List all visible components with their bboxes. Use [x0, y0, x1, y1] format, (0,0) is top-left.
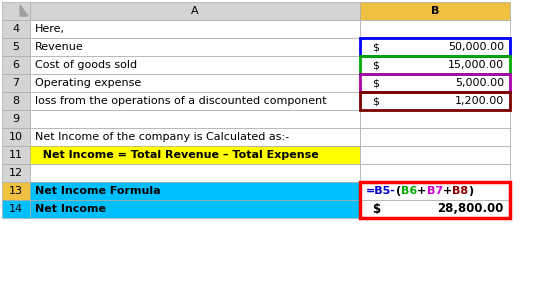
Bar: [360, 92, 510, 110]
Bar: [360, 38, 510, 56]
Text: $: $: [372, 42, 379, 52]
Text: 1,200.00: 1,200.00: [455, 96, 504, 106]
Text: A: A: [191, 6, 199, 16]
Text: 50,000.00: 50,000.00: [448, 42, 504, 52]
Bar: [360, 110, 510, 128]
Bar: [2, 38, 30, 56]
Bar: [30, 20, 360, 38]
Bar: [2, 182, 30, 200]
Bar: [2, 56, 30, 74]
Text: ): ): [468, 186, 473, 196]
Text: $: $: [372, 78, 379, 88]
Bar: [30, 200, 360, 218]
Bar: [360, 182, 510, 200]
Bar: [30, 146, 248, 164]
Text: Operating expense: Operating expense: [35, 78, 141, 88]
Text: B8: B8: [452, 186, 468, 196]
Bar: [30, 146, 360, 164]
Text: $: $: [372, 60, 379, 70]
Bar: [30, 74, 360, 92]
Text: Net Income: Net Income: [35, 204, 106, 214]
Bar: [2, 92, 30, 110]
Text: 5: 5: [13, 42, 19, 52]
Text: 15,000.00: 15,000.00: [448, 60, 504, 70]
Bar: [360, 74, 510, 92]
Text: Here,: Here,: [35, 24, 65, 34]
Text: 11: 11: [9, 150, 23, 160]
Text: (: (: [396, 186, 401, 196]
Bar: [30, 182, 360, 200]
Polygon shape: [20, 5, 28, 16]
Bar: [30, 128, 360, 146]
Bar: [360, 56, 510, 74]
Bar: [360, 146, 510, 164]
Text: 9: 9: [12, 114, 19, 124]
Bar: [30, 146, 360, 164]
Text: 28,800.00: 28,800.00: [438, 203, 504, 216]
Bar: [360, 2, 510, 20]
Bar: [30, 56, 360, 74]
Text: Net Income Formula: Net Income Formula: [35, 186, 161, 196]
Bar: [360, 164, 510, 182]
Bar: [2, 20, 30, 38]
Text: Net Income = Total Revenue – Total Expense: Net Income = Total Revenue – Total Expen…: [35, 150, 319, 160]
Text: 14: 14: [9, 204, 23, 214]
Bar: [2, 110, 30, 128]
Text: Cost of goods sold: Cost of goods sold: [35, 60, 137, 70]
Text: =B5-: =B5-: [366, 186, 396, 196]
Text: Net Income of the company is Calculated as:-: Net Income of the company is Calculated …: [35, 132, 289, 142]
Text: 5,000.00: 5,000.00: [455, 78, 504, 88]
Bar: [30, 2, 360, 20]
Bar: [30, 92, 360, 110]
Bar: [30, 164, 360, 182]
Bar: [2, 2, 30, 20]
Text: $: $: [372, 96, 379, 106]
Bar: [360, 20, 510, 38]
Text: 8: 8: [12, 96, 19, 106]
Bar: [360, 38, 510, 56]
Bar: [360, 56, 510, 74]
Text: B7: B7: [427, 186, 443, 196]
Bar: [2, 200, 30, 218]
Bar: [30, 110, 360, 128]
Bar: [2, 146, 30, 164]
Bar: [2, 164, 30, 182]
Bar: [2, 128, 30, 146]
Text: 4: 4: [12, 24, 19, 34]
Text: 10: 10: [9, 132, 23, 142]
Text: loss from the operations of a discounted component: loss from the operations of a discounted…: [35, 96, 327, 106]
Text: 13: 13: [9, 186, 23, 196]
Text: 12: 12: [9, 168, 23, 178]
Text: 6: 6: [13, 60, 19, 70]
Bar: [360, 200, 510, 218]
Text: B6: B6: [401, 186, 417, 196]
Text: Revenue: Revenue: [35, 42, 84, 52]
Bar: [30, 38, 360, 56]
Bar: [360, 74, 510, 92]
Bar: [360, 182, 510, 218]
Bar: [2, 74, 30, 92]
Text: 7: 7: [12, 78, 19, 88]
Text: +: +: [417, 186, 427, 196]
Text: +: +: [443, 186, 452, 196]
Bar: [360, 92, 510, 110]
Bar: [360, 128, 510, 146]
Text: $: $: [372, 203, 380, 216]
Text: B: B: [431, 6, 439, 16]
